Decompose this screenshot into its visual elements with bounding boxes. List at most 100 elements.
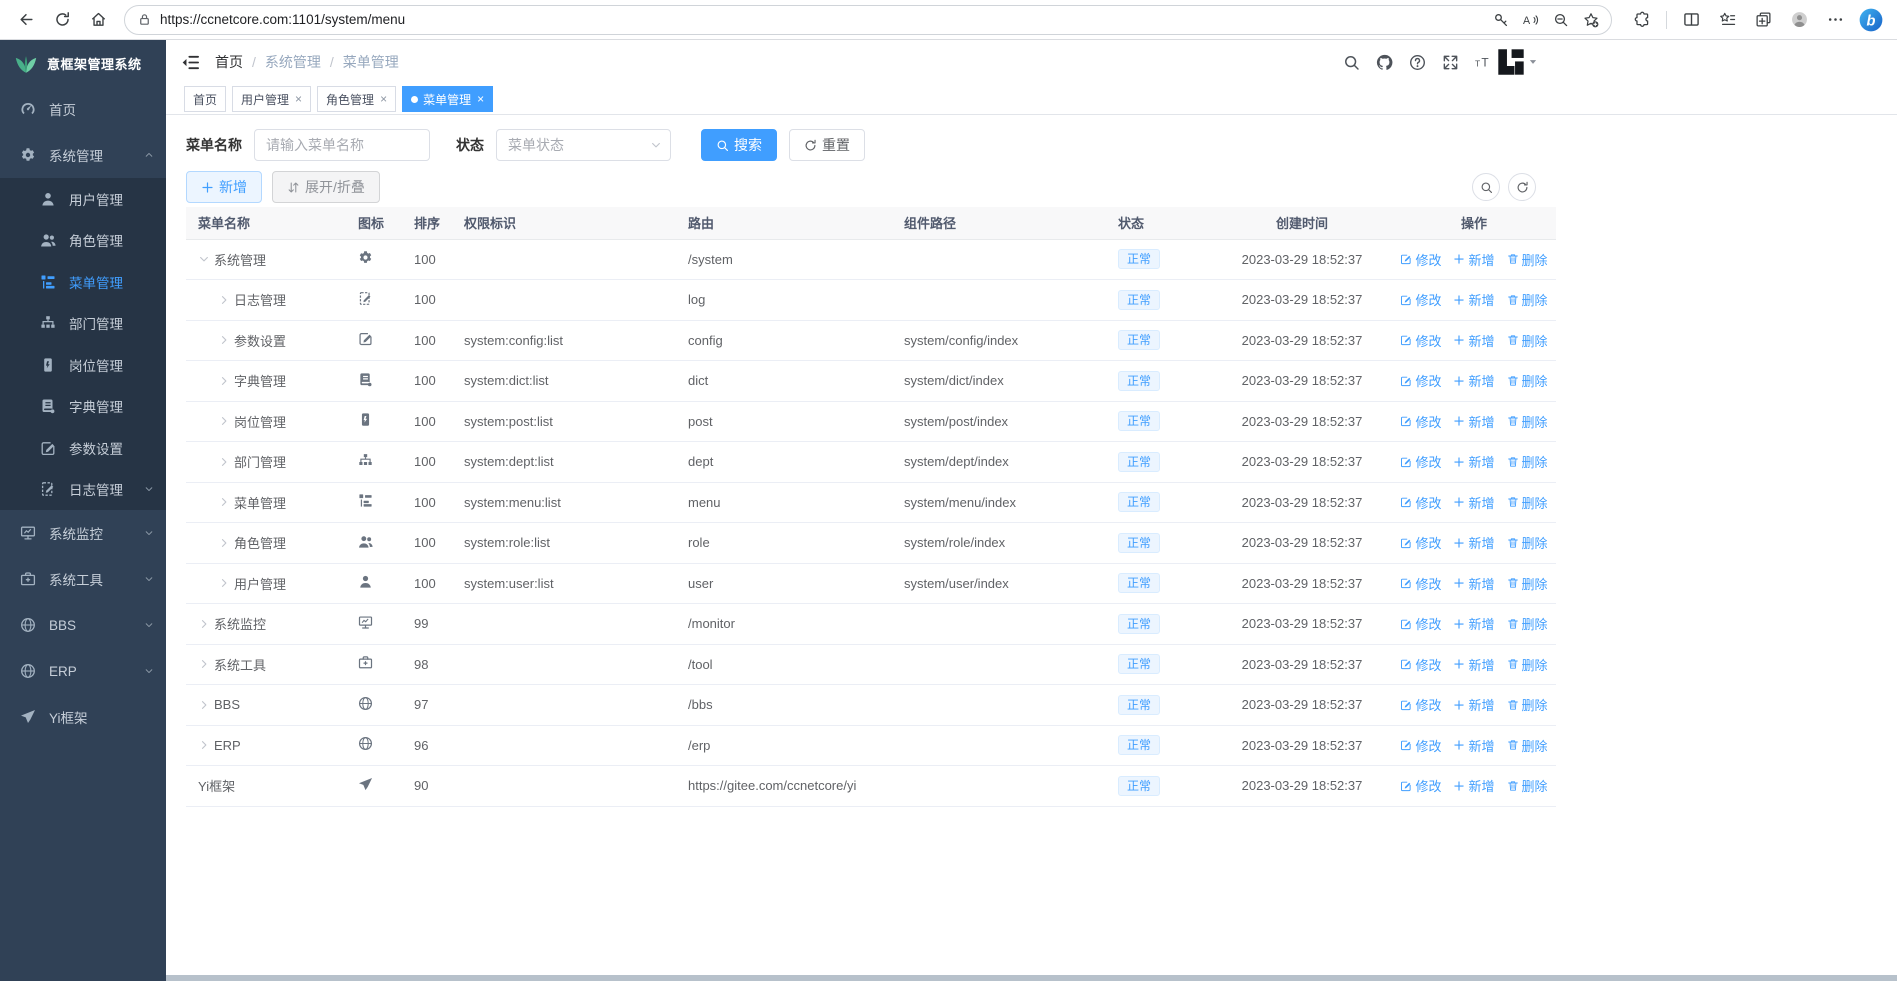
sidebar-item-monitor[interactable]: 系统监控 [0, 510, 166, 556]
collections-button[interactable] [1747, 4, 1779, 36]
question-button[interactable] [1409, 54, 1426, 71]
sidebar-item-post[interactable]: 岗位管理 [0, 344, 166, 386]
add-action[interactable]: 新增 [1453, 695, 1495, 714]
add-action[interactable]: 新增 [1453, 493, 1495, 512]
more-button[interactable] [1819, 4, 1851, 36]
user-avatar-logo[interactable] [1496, 47, 1526, 77]
add-action[interactable]: 新增 [1453, 776, 1495, 795]
add-action[interactable]: 新增 [1453, 655, 1495, 674]
delete-action[interactable]: 删除 [1507, 250, 1548, 269]
delete-action[interactable]: 删除 [1507, 452, 1548, 471]
add-action[interactable]: 新增 [1453, 452, 1495, 471]
delete-action[interactable]: 删除 [1507, 614, 1548, 633]
expand-arrow[interactable] [218, 537, 230, 549]
tab-role[interactable]: 角色管理 × [317, 86, 397, 112]
extensions-button[interactable] [1626, 4, 1658, 36]
profile-avatar-button[interactable] [1783, 4, 1815, 36]
expand-arrow[interactable] [198, 658, 210, 670]
edit-action[interactable]: 修改 [1400, 452, 1441, 471]
edit-action[interactable]: 修改 [1400, 371, 1441, 390]
horizontal-scrollbar[interactable] [166, 975, 1897, 981]
sidebar-fold-button[interactable] [181, 53, 200, 72]
read-aloud-button[interactable]: A [1517, 6, 1545, 34]
split-screen-button[interactable] [1675, 4, 1707, 36]
add-action[interactable]: 新增 [1453, 736, 1495, 755]
delete-action[interactable]: 删除 [1507, 736, 1548, 755]
zoom-out-button[interactable] [1547, 6, 1575, 34]
add-action[interactable]: 新增 [1453, 290, 1495, 309]
edit-action[interactable]: 修改 [1400, 331, 1441, 350]
expand-arrow[interactable] [218, 294, 230, 306]
edit-action[interactable]: 修改 [1400, 533, 1441, 552]
add-action[interactable]: 新增 [1453, 412, 1495, 431]
home-button[interactable] [82, 4, 114, 36]
breadcrumb-item-0[interactable]: 首页 [215, 54, 243, 70]
caret-down-icon[interactable] [1528, 57, 1538, 67]
sidebar-item-dict[interactable]: 字典管理 [0, 386, 166, 428]
edit-action[interactable]: 修改 [1400, 493, 1441, 512]
expand-arrow[interactable] [218, 415, 230, 427]
key-button[interactable] [1487, 6, 1515, 34]
add-button[interactable]: 新增 [186, 171, 262, 203]
expand-arrow[interactable] [198, 699, 210, 711]
add-action[interactable]: 新增 [1453, 250, 1495, 269]
expand-arrow[interactable] [198, 739, 210, 751]
add-action[interactable]: 新增 [1453, 614, 1495, 633]
breadcrumb-item-2[interactable]: 菜单管理 [342, 54, 399, 70]
delete-action[interactable]: 删除 [1507, 695, 1548, 714]
sidebar-item-dept[interactable]: 部门管理 [0, 303, 166, 345]
sidebar-item-bbs[interactable]: BBS [0, 602, 166, 648]
edit-action[interactable]: 修改 [1400, 250, 1441, 269]
expand-arrow[interactable] [198, 618, 210, 630]
search-button[interactable]: 搜索 [701, 129, 777, 161]
sidebar-item-system[interactable]: 系统管理 [0, 132, 166, 178]
delete-action[interactable]: 删除 [1507, 412, 1548, 431]
table-refresh-button[interactable] [1508, 173, 1536, 201]
tab-menu[interactable]: 菜单管理 × [402, 86, 494, 112]
delete-action[interactable]: 删除 [1507, 574, 1548, 593]
edit-action[interactable]: 修改 [1400, 614, 1441, 633]
fullscreen-button[interactable] [1442, 54, 1459, 71]
menu-name-input[interactable] [254, 129, 430, 161]
tab-home[interactable]: 首页 [184, 86, 227, 112]
edit-action[interactable]: 修改 [1400, 736, 1441, 755]
sidebar-item-role[interactable]: 角色管理 [0, 220, 166, 262]
delete-action[interactable]: 删除 [1507, 655, 1548, 674]
close-icon[interactable]: × [295, 92, 303, 106]
edit-action[interactable]: 修改 [1400, 695, 1441, 714]
close-icon[interactable]: × [380, 92, 388, 106]
expand-arrow[interactable] [218, 456, 230, 468]
tab-user[interactable]: 用户管理 × [232, 86, 312, 112]
search-button[interactable] [1343, 54, 1360, 71]
expand-arrow[interactable] [218, 375, 230, 387]
expand-arrow[interactable] [198, 253, 210, 265]
delete-action[interactable]: 删除 [1507, 371, 1548, 390]
back-button[interactable] [10, 4, 42, 36]
delete-action[interactable]: 删除 [1507, 533, 1548, 552]
sidebar-item-home[interactable]: 首页 [0, 86, 166, 132]
expand-arrow[interactable] [218, 334, 230, 346]
expand-collapse-button[interactable]: 展开/折叠 [272, 171, 380, 203]
breadcrumb-item-1[interactable]: 系统管理 [264, 54, 321, 70]
delete-action[interactable]: 删除 [1507, 493, 1548, 512]
edit-action[interactable]: 修改 [1400, 290, 1441, 309]
edit-action[interactable]: 修改 [1400, 655, 1441, 674]
reset-button[interactable]: 重置 [789, 129, 865, 161]
sidebar-item-config[interactable]: 参数设置 [0, 427, 166, 469]
delete-action[interactable]: 删除 [1507, 776, 1548, 795]
bing-button[interactable]: b [1855, 4, 1887, 36]
add-action[interactable]: 新增 [1453, 331, 1495, 350]
favorite-add-button[interactable] [1577, 6, 1605, 34]
sidebar-item-yi[interactable]: Yi框架 [0, 694, 166, 740]
delete-action[interactable]: 删除 [1507, 331, 1548, 350]
edit-action[interactable]: 修改 [1400, 776, 1441, 795]
sidebar-item-user[interactable]: 用户管理 [0, 178, 166, 220]
url-bar[interactable]: https://ccnetcore.com:1101/system/menu A [124, 4, 1612, 35]
add-action[interactable]: 新增 [1453, 574, 1495, 593]
expand-arrow[interactable] [218, 577, 230, 589]
sidebar-item-tool[interactable]: 系统工具 [0, 556, 166, 602]
add-action[interactable]: 新增 [1453, 533, 1495, 552]
edit-action[interactable]: 修改 [1400, 412, 1441, 431]
sidebar-item-erp[interactable]: ERP [0, 648, 166, 694]
table-search-button[interactable] [1472, 173, 1500, 201]
